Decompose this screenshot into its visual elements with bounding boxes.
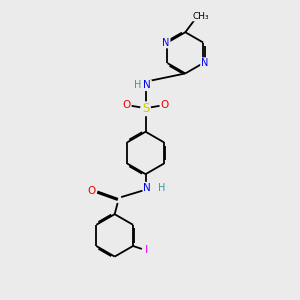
Text: O: O xyxy=(122,100,130,110)
Text: CH₃: CH₃ xyxy=(192,11,209,20)
Text: O: O xyxy=(160,100,169,110)
Text: O: O xyxy=(88,186,96,196)
Text: N: N xyxy=(143,80,151,90)
Text: N: N xyxy=(201,58,208,68)
Text: I: I xyxy=(145,245,148,255)
Text: N: N xyxy=(162,38,170,47)
Text: N: N xyxy=(143,183,151,193)
Text: S: S xyxy=(142,102,149,115)
Text: H: H xyxy=(158,183,166,193)
Text: H: H xyxy=(134,80,141,90)
